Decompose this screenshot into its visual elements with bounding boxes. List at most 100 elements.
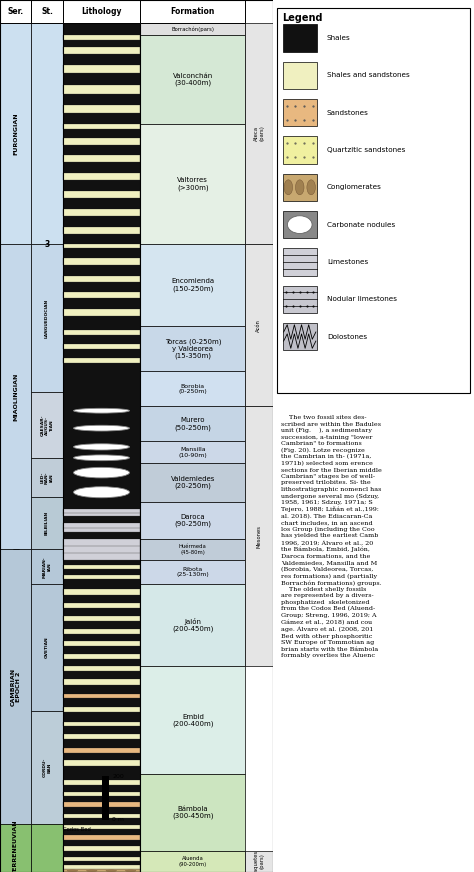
Text: Encomienda
(150-250m): Encomienda (150-250m) <box>171 278 214 292</box>
Bar <box>63 85 140 94</box>
Bar <box>63 326 140 330</box>
Text: Mansilla
(10-90m): Mansilla (10-90m) <box>178 446 207 458</box>
Text: Murero
(50-250m): Murero (50-250m) <box>174 417 211 431</box>
Bar <box>140 463 245 502</box>
Bar <box>283 323 317 351</box>
Bar <box>31 824 63 872</box>
Bar <box>140 326 245 371</box>
Text: Ribota
(25-130m): Ribota (25-130m) <box>176 567 209 577</box>
Bar <box>31 549 63 584</box>
Bar <box>63 829 140 835</box>
Text: FURONGIAN: FURONGIAN <box>13 112 18 154</box>
Bar <box>63 785 140 792</box>
Bar <box>63 595 140 603</box>
Ellipse shape <box>86 870 97 871</box>
Text: CAESAR-
AUGUS-
TIAN: CAESAR- AUGUS- TIAN <box>40 414 54 436</box>
Bar <box>245 244 273 406</box>
Bar <box>63 575 140 579</box>
Bar <box>140 666 245 774</box>
Bar <box>63 124 140 129</box>
Text: CORDU-
BAN: CORDU- BAN <box>43 758 51 777</box>
Bar <box>63 603 140 608</box>
Bar <box>63 516 140 523</box>
Bar <box>63 646 140 654</box>
Text: Nodular limestones: Nodular limestones <box>327 296 397 303</box>
Bar <box>31 244 63 392</box>
Bar <box>63 248 140 258</box>
Bar <box>283 24 317 51</box>
Text: Torcas (0-250m)
y Valdeorea
(15-350m): Torcas (0-250m) y Valdeorea (15-350m) <box>164 338 221 359</box>
Text: 3: 3 <box>45 240 50 249</box>
Ellipse shape <box>284 180 292 194</box>
Ellipse shape <box>106 870 117 871</box>
Bar <box>63 162 140 173</box>
Text: Carbonate nodules: Carbonate nodules <box>327 221 395 228</box>
Bar <box>63 766 140 774</box>
Text: The two fossil sites des-
scribed are within the Badules
unit (Fig.    ), a sedi: The two fossil sites des- scribed are wi… <box>281 415 382 658</box>
Bar <box>63 244 140 248</box>
Bar <box>63 589 140 595</box>
Text: Paquetes
(pars): Paquetes (pars) <box>254 849 264 872</box>
Bar <box>63 712 140 722</box>
Bar <box>140 584 245 666</box>
Ellipse shape <box>73 467 129 478</box>
Bar <box>63 796 140 802</box>
Bar <box>63 138 140 145</box>
Bar <box>0 244 31 549</box>
Bar <box>283 249 317 276</box>
Bar <box>63 209 140 216</box>
Bar <box>63 65 140 73</box>
Text: Valtorres
(>300m): Valtorres (>300m) <box>177 177 209 191</box>
Text: Shales and sandstones: Shales and sandstones <box>327 72 410 78</box>
Text: 200: 200 <box>112 773 124 779</box>
Bar <box>283 99 317 126</box>
Bar <box>63 851 140 857</box>
Text: BILBILIAN: BILBILIAN <box>45 511 49 535</box>
Bar <box>63 191 140 198</box>
Text: Mesones: Mesones <box>256 525 262 548</box>
Bar <box>63 173 140 180</box>
Bar <box>140 502 245 539</box>
Text: Lithology: Lithology <box>81 7 122 16</box>
Bar <box>63 671 140 679</box>
Bar <box>63 292 140 298</box>
Bar <box>63 807 140 814</box>
Bar <box>63 234 140 244</box>
Bar <box>63 509 140 516</box>
Bar <box>63 441 140 453</box>
Text: Valconchán
(30-400m): Valconchán (30-400m) <box>173 72 213 86</box>
Bar <box>63 0 140 23</box>
Bar <box>63 298 140 309</box>
Bar <box>63 227 140 234</box>
Text: Conglomerates: Conglomerates <box>327 184 382 190</box>
Bar <box>63 349 140 358</box>
Bar <box>283 174 317 201</box>
Bar <box>140 23 245 35</box>
Bar <box>0 0 31 23</box>
Bar <box>63 180 140 191</box>
Bar <box>31 584 63 711</box>
Bar <box>63 344 140 349</box>
Bar <box>31 23 63 244</box>
Bar <box>63 679 140 685</box>
Bar <box>63 502 140 509</box>
Bar <box>63 641 140 646</box>
Bar <box>63 335 140 344</box>
Bar <box>63 634 140 641</box>
Bar <box>63 532 140 539</box>
Bar <box>283 136 317 164</box>
Bar <box>140 35 245 124</box>
Text: Daroca
(90-250m): Daroca (90-250m) <box>174 514 211 528</box>
Ellipse shape <box>295 180 304 194</box>
Bar <box>0 549 31 824</box>
Ellipse shape <box>67 870 78 871</box>
Bar <box>63 861 140 865</box>
Text: St.: St. <box>41 7 53 16</box>
Bar <box>283 62 317 89</box>
Bar <box>63 276 140 282</box>
Bar <box>63 523 140 532</box>
Bar <box>31 497 63 549</box>
Bar <box>63 463 140 482</box>
Bar <box>63 129 140 138</box>
Bar <box>63 825 140 829</box>
